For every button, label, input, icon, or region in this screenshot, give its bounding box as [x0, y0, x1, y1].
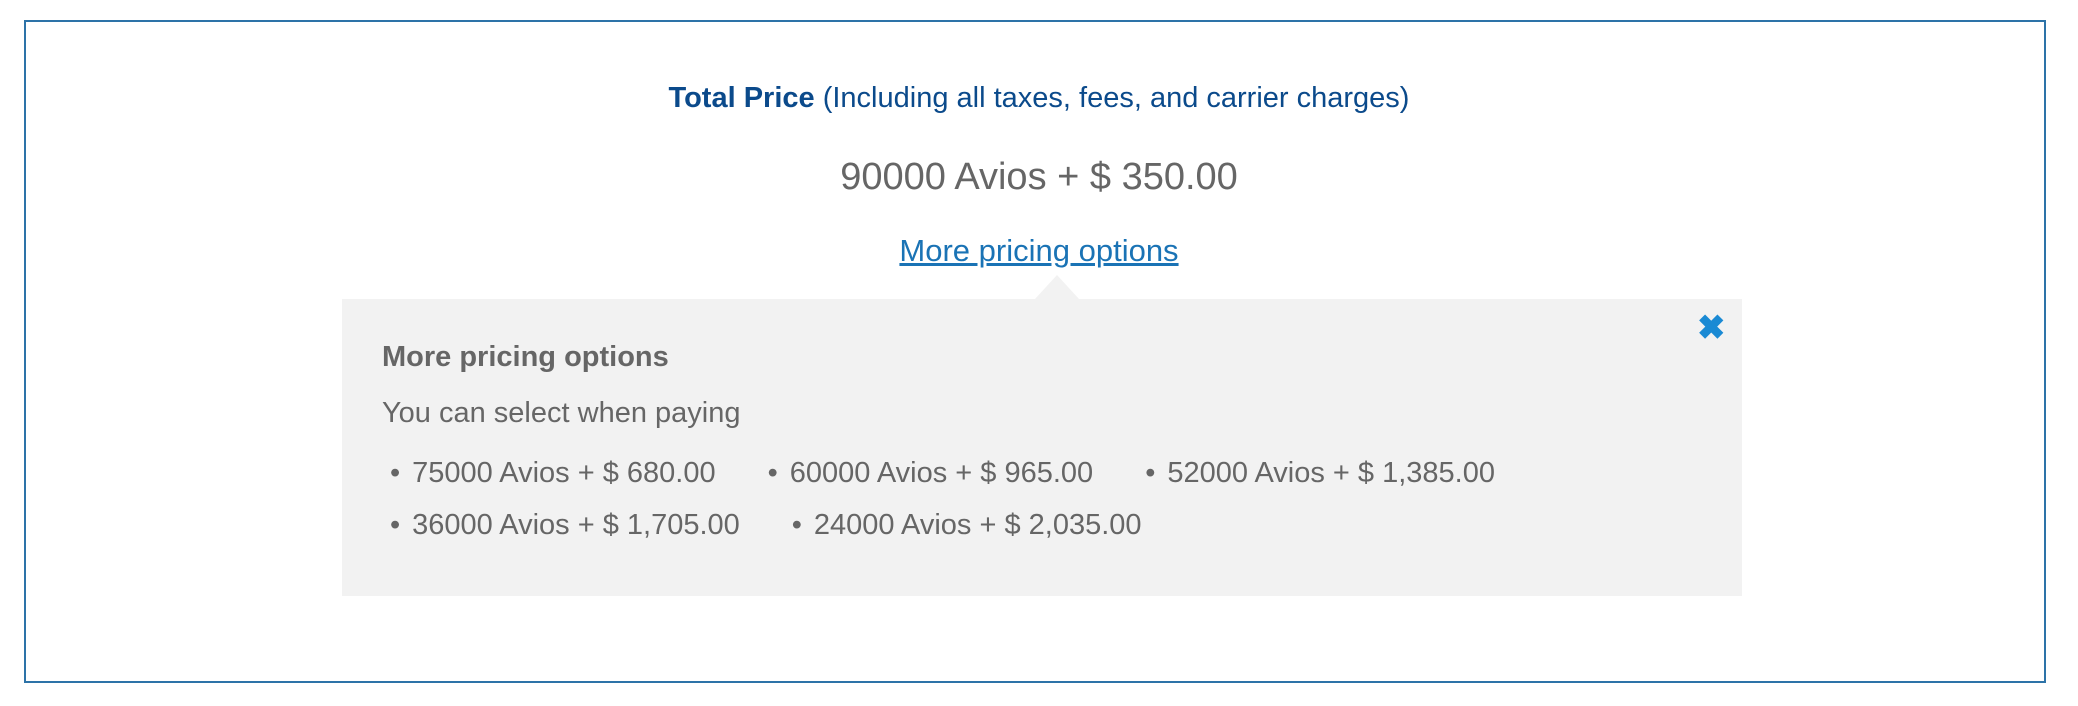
pricing-option: 75000 Avios + $ 680.00: [382, 457, 715, 490]
pricing-option: 60000 Avios + $ 965.00: [760, 457, 1093, 490]
pricing-option: 24000 Avios + $ 2,035.00: [784, 509, 1142, 542]
total-price-heading: Total Price (Including all taxes, fees, …: [0, 82, 2078, 115]
more-pricing-options-link[interactable]: More pricing options: [899, 233, 1179, 268]
pricing-option: 36000 Avios + $ 1,705.00: [382, 509, 740, 542]
total-price-note: (Including all taxes, fees, and carrier …: [822, 82, 1410, 114]
total-price-value: 90000 Avios + $ 350.00: [840, 156, 1238, 198]
pricing-option: 52000 Avios + $ 1,385.00: [1137, 457, 1495, 490]
total-price-label: Total Price: [668, 82, 815, 114]
pricing-options-list: 75000 Avios + $ 680.00 60000 Avios + $ 96…: [382, 457, 1682, 561]
pricing-options-popup: ✖ More pricing options You can select wh…: [342, 299, 1742, 596]
popup-arrow: [1035, 275, 1079, 299]
close-icon[interactable]: ✖: [1697, 309, 1726, 347]
popup-heading: More pricing options: [382, 341, 669, 373]
popup-subtitle: You can select when paying: [382, 397, 741, 429]
price-panel: [24, 20, 2046, 683]
